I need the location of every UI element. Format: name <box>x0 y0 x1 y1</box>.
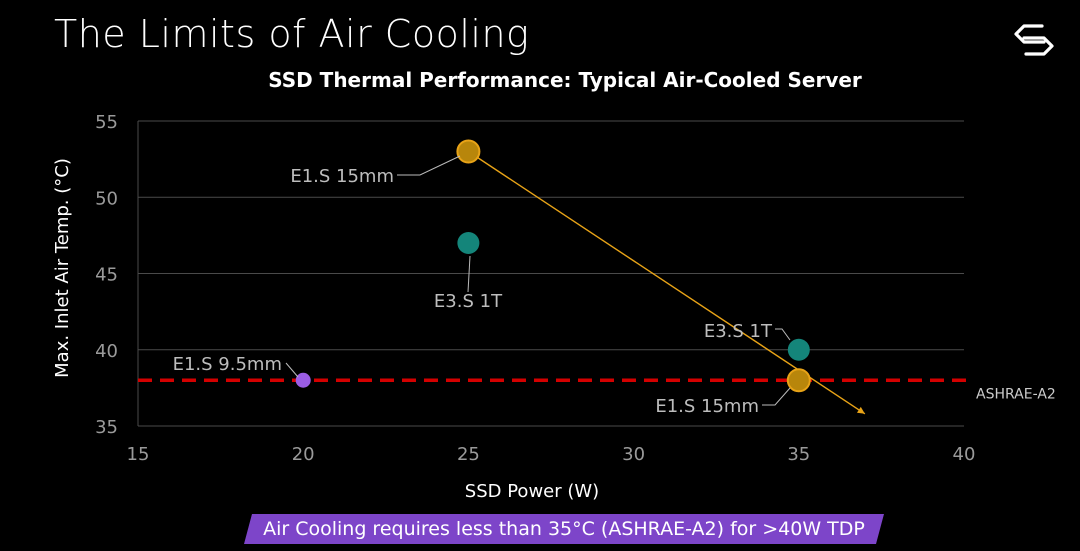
label-leader-line <box>397 155 461 176</box>
label-leader-line <box>467 255 471 293</box>
x-tick-labels: 15 20 25 30 35 40 <box>127 444 976 465</box>
threshold-label: ASHRAE-A2 <box>976 386 1056 402</box>
data-point <box>457 232 480 254</box>
trend-arrowhead <box>856 406 865 414</box>
y-axis-label: Max. Inlet Air Temp. (°C) <box>52 158 73 378</box>
label-leader-line <box>762 387 791 406</box>
x-tick-label: 25 <box>457 444 480 465</box>
point-label: E3.S 1T <box>434 291 503 312</box>
label-leader-line <box>775 328 791 341</box>
point-label: E1.S 15mm <box>655 396 759 417</box>
y-tick-label: 50 <box>95 188 118 209</box>
data-point <box>786 368 811 393</box>
x-tick-label: 40 <box>953 444 976 465</box>
x-tick-label: 15 <box>127 444 150 465</box>
data-point <box>456 139 481 164</box>
x-tick-label: 30 <box>622 444 645 465</box>
x-tick-label: 20 <box>292 444 315 465</box>
y-tick-label: 40 <box>95 341 118 362</box>
data-points <box>295 139 811 393</box>
point-label: E3.S 1T <box>704 321 773 342</box>
chart-title: SSD Thermal Performance: Typical Air-Coo… <box>268 68 862 92</box>
y-tick-label: 45 <box>95 265 118 286</box>
threshold-group: ASHRAE-A2 <box>138 378 1056 402</box>
data-point <box>787 338 810 361</box>
point-labels: E1.S 9.5mm E1.S 15mm E3.S 1T E3.S 1T E1.S 15… <box>173 155 791 417</box>
y-tick-label: 55 <box>95 112 118 133</box>
point-label: E1.S 15mm <box>290 166 394 187</box>
gridlines <box>137 120 964 427</box>
callout-banner: Air Cooling requires less than 35°C (ASH… <box>244 514 884 544</box>
slide-title: The Limits of Air Cooling <box>54 12 530 56</box>
y-tick-label: 35 <box>95 417 118 438</box>
x-tick-label: 35 <box>787 444 810 465</box>
label-leader-line <box>285 362 299 378</box>
y-tick-labels: 35 40 45 50 55 <box>95 112 118 438</box>
brand-logo-icon <box>1014 24 1054 56</box>
point-label: E1.S 9.5mm <box>173 354 282 375</box>
data-point <box>295 372 311 388</box>
x-axis-label: SSD Power (W) <box>465 481 599 502</box>
